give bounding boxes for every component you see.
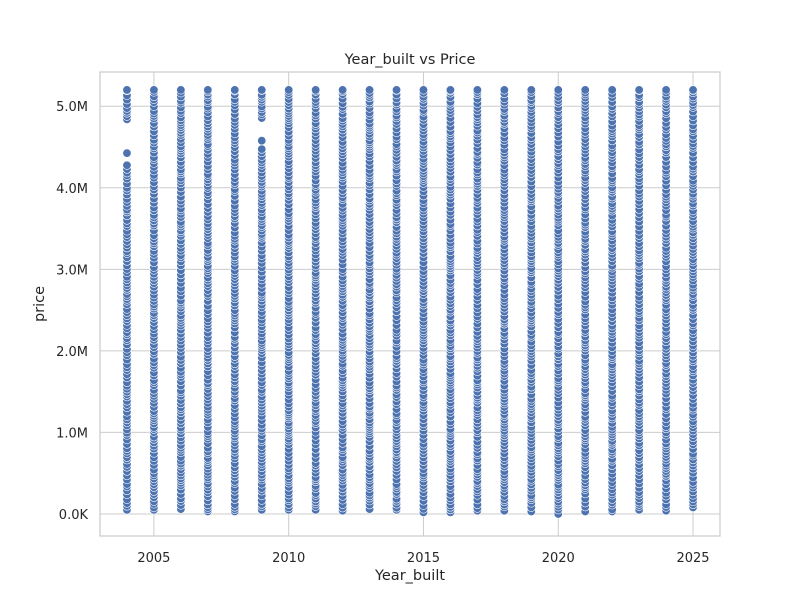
data-point [661,85,671,95]
x-axis-label: Year_built [374,568,445,584]
data-point [445,85,455,95]
data-point [553,85,563,95]
data-point [149,85,159,95]
y-tick-label: 4.0M [56,182,88,197]
x-tick-label: 2010 [272,551,305,566]
data-point [203,85,213,95]
data-point [122,160,132,170]
y-tick-label: 2.0M [56,345,88,360]
data-point [499,85,509,95]
data-point [257,136,267,146]
data-point [472,85,482,95]
x-tick-label: 2015 [407,551,440,566]
data-point [257,85,267,95]
y-tick-label: 3.0M [56,263,88,278]
data-point [365,85,375,95]
data-point [257,144,267,154]
chart-title: Year_built vs Price [344,52,476,68]
y-tick-label: 0.0K [59,508,89,523]
data-point [392,85,402,95]
data-point [284,85,294,95]
x-tick-label: 2020 [542,551,575,566]
y-tick-label: 1.0M [56,426,88,441]
data-point [338,85,348,95]
data-point [607,85,617,95]
y-axis-label: price [32,286,48,322]
data-point [122,85,132,95]
data-point [418,85,428,95]
data-points [122,85,698,519]
data-point [688,85,698,95]
x-tick-labels: 2005 2010 2015 2020 2025 [137,551,709,566]
y-tick-labels: 0.0K 1.0M 2.0M 3.0M 4.0M 5.0M [56,100,88,523]
data-point [311,85,321,95]
x-tick-label: 2025 [676,551,709,566]
plot-frame [99,71,721,537]
y-tick-label: 5.0M [56,100,88,115]
data-point [230,85,240,95]
data-point [176,85,186,95]
plot-background [100,72,720,536]
data-point [580,85,590,95]
x-tick-label: 2005 [137,551,170,566]
data-point [634,85,644,95]
data-point [526,85,536,95]
data-point [122,148,132,158]
